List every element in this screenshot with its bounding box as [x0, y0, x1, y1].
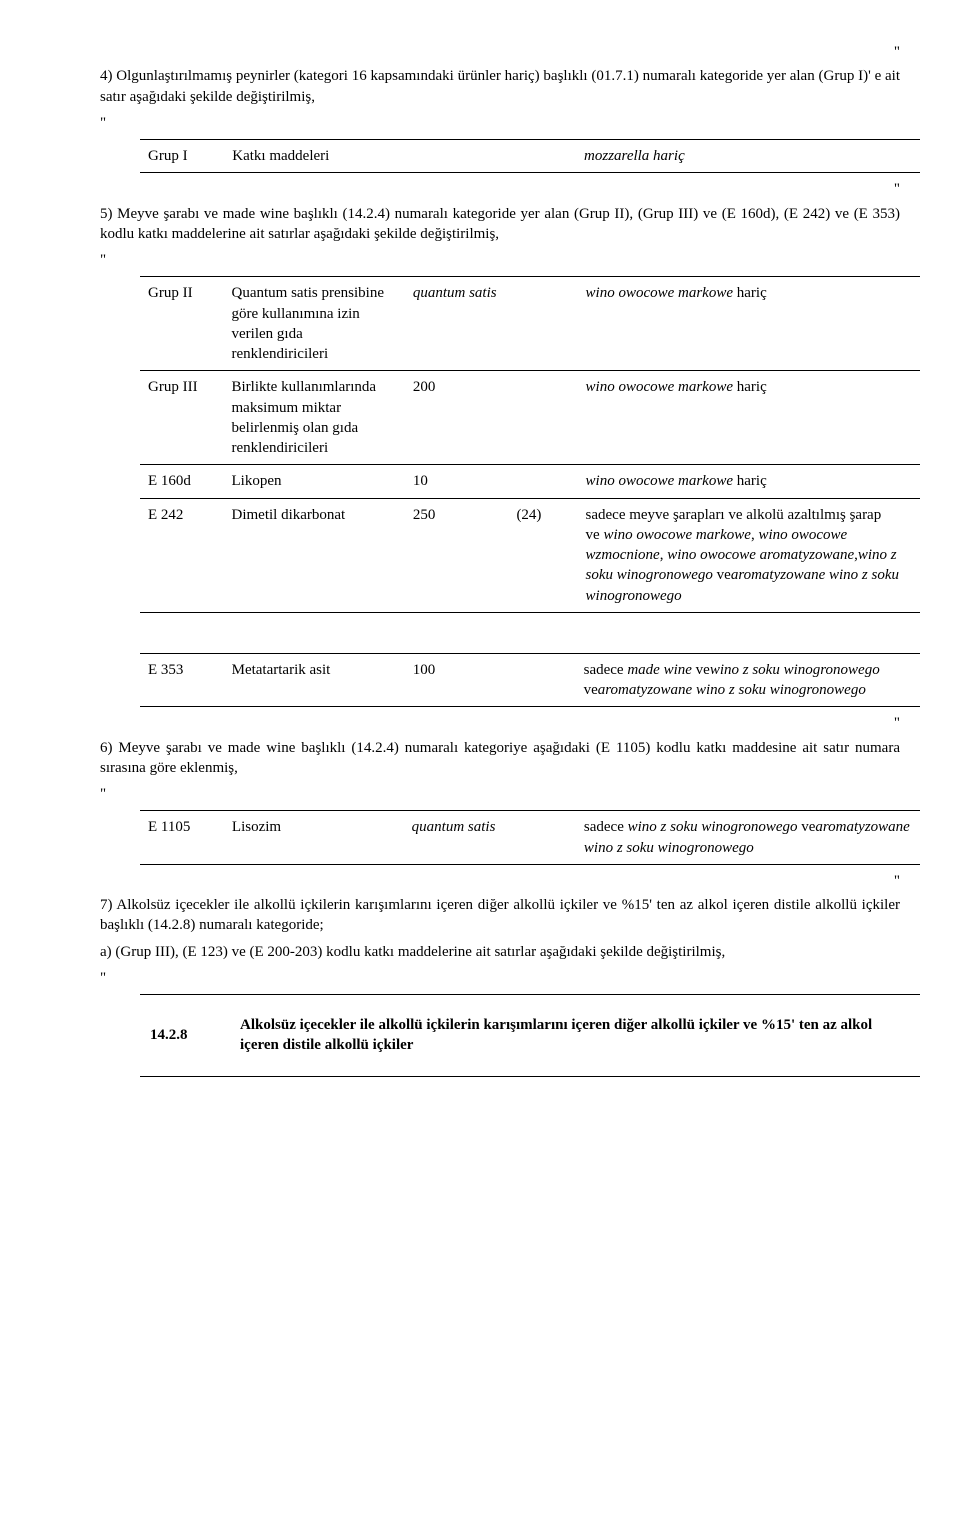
table-row: 14.2.8 Alkolsüz içecekler ile alkollü iç… — [140, 995, 920, 1077]
paragraph-4: 4) Olgunlaştırılmamış peynirler (kategor… — [100, 66, 900, 107]
cell-qty: 200 — [405, 371, 509, 465]
paragraph-5: 5) Meyve şarabı ve made wine başlıklı (1… — [100, 204, 900, 245]
cell-qty: quantum satis — [404, 811, 508, 865]
cell-name: Katkı maddeleri — [224, 140, 405, 173]
paragraph-6: 6) Meyve şarabı ve made wine başlıklı (1… — [100, 738, 900, 779]
table-row: E 353 Metatartarik asit 100 sadece made … — [140, 653, 920, 707]
closing-quote-2: " — [60, 713, 900, 733]
cell-qty: quantum satis — [405, 277, 509, 371]
cell-desc: sadece wino z soku winogronowego vearoma… — [576, 811, 920, 865]
table-row: Grup IIIBirlikte kullanımlarında maksimu… — [140, 371, 920, 465]
cell-qty — [405, 140, 507, 173]
table-row: Grup I Katkı maddeleri mozzarella hariç — [140, 140, 920, 173]
cell-code: E 353 — [140, 653, 224, 707]
cell-name: Quantum satis prensibine göre kullanımın… — [224, 277, 405, 371]
cell-note — [507, 140, 576, 173]
cell-name: Dimetil dikarbonat — [224, 498, 405, 612]
cell-desc: wino owocowe markowe hariç — [578, 277, 920, 371]
cell-code: E 160d — [140, 465, 224, 498]
cell-qty: 100 — [405, 653, 508, 707]
table-row: E 242Dimetil dikarbonat250(24)sadece mey… — [140, 498, 920, 612]
section-number: 14.2.8 — [140, 995, 230, 1077]
open-quote-3: " — [100, 784, 900, 804]
table-row: E 1105 Lisozim quantum satis sadece wino… — [140, 811, 920, 865]
open-quote-4: " — [100, 968, 900, 988]
section-title: Alkolsüz içecekler ile alkollü içkilerin… — [230, 995, 920, 1077]
open-quote-1: " — [100, 113, 900, 133]
cell-note — [507, 653, 575, 707]
cell-desc: mozzarella hariç — [576, 140, 920, 173]
closing-quote-1: " — [60, 179, 900, 199]
cell-code: Grup III — [140, 371, 224, 465]
cell-code: Grup II — [140, 277, 224, 371]
cell-code: E 1105 — [140, 811, 224, 865]
cell-desc: wino owocowe markowe hariç — [578, 371, 920, 465]
cell-name: Lisozim — [224, 811, 404, 865]
closing-quote-3: " — [60, 871, 900, 891]
cell-note — [508, 371, 577, 465]
table-row: E 160dLikopen10 wino owocowe markowe hari… — [140, 465, 920, 498]
cell-code: E 242 — [140, 498, 224, 612]
table-grup-i: Grup I Katkı maddeleri mozzarella hariç — [140, 139, 920, 173]
cell-desc: sadece made wine vewino z soku winogrono… — [576, 653, 920, 707]
cell-note — [508, 811, 576, 865]
cell-note — [508, 465, 577, 498]
closing-quote-top: " — [60, 42, 900, 62]
paragraph-7: 7) Alkolsüz içecekler ile alkollü içkile… — [100, 895, 900, 936]
table-section-header: 14.2.8 Alkolsüz içecekler ile alkollü iç… — [140, 994, 920, 1077]
cell-name: Metatartarik asit — [224, 653, 405, 707]
cell-name: Birlikte kullanımlarında maksimum miktar… — [224, 371, 405, 465]
table-additives-main: Grup IIQuantum satis prensibine göre kul… — [140, 276, 920, 613]
cell-desc: sadece meyve şarapları ve alkolü azaltıl… — [578, 498, 920, 612]
cell-qty: 10 — [405, 465, 509, 498]
paragraph-7a: a) (Grup III), (E 123) ve (E 200-203) ko… — [100, 942, 900, 962]
cell-desc: wino owocowe markowe hariç — [578, 465, 920, 498]
open-quote-2: " — [100, 250, 900, 270]
cell-code: Grup I — [140, 140, 224, 173]
cell-name: Likopen — [224, 465, 405, 498]
table-row: Grup IIQuantum satis prensibine göre kul… — [140, 277, 920, 371]
cell-note — [508, 277, 577, 371]
cell-qty: 250 — [405, 498, 509, 612]
table-e353: E 353 Metatartarik asit 100 sadece made … — [140, 653, 920, 708]
table-e1105: E 1105 Lisozim quantum satis sadece wino… — [140, 810, 920, 865]
cell-note: (24) — [508, 498, 577, 612]
